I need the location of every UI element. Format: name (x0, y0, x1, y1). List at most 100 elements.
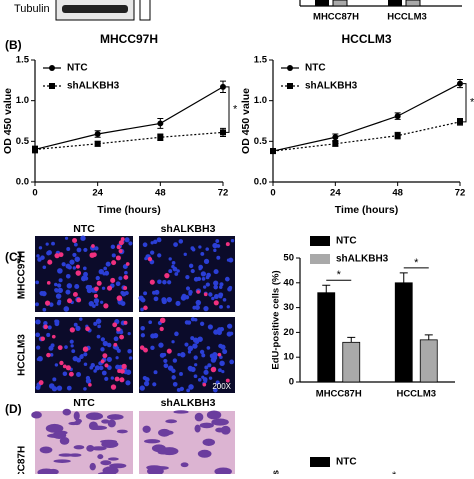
nucleus (35, 302, 39, 307)
nucleus (42, 265, 47, 270)
edu-nucleus (159, 326, 164, 332)
edu-nucleus (217, 352, 222, 357)
nucleus (120, 301, 126, 306)
edu-nucleus (85, 326, 90, 332)
nucleus (187, 350, 192, 354)
error-bar (424, 334, 433, 340)
nucleus (153, 296, 159, 302)
nucleus (52, 377, 57, 382)
nucleus (148, 320, 153, 325)
cell (202, 438, 216, 446)
nucleus (168, 257, 172, 261)
nucleus (188, 263, 194, 269)
cell (107, 457, 119, 461)
legend-swatch (310, 457, 330, 467)
nucleus (80, 235, 86, 241)
edu-nucleus (106, 285, 113, 291)
edu-nucleus (92, 252, 97, 258)
nucleus (102, 340, 108, 347)
edu-nucleus (118, 249, 123, 254)
chart-title: HCCLM3 (342, 32, 392, 46)
nucleus (144, 377, 150, 382)
edu-nucleus (65, 365, 71, 371)
y-tick-label: 0.5 (254, 136, 268, 147)
nucleus (207, 324, 213, 330)
edu-nucleus (88, 383, 92, 387)
point (157, 134, 164, 141)
edu-nucleus (69, 327, 75, 333)
y-tick-label: 1.0 (254, 95, 267, 106)
nucleus (192, 305, 197, 310)
nucleus (51, 386, 58, 392)
edu-nucleus (119, 368, 125, 374)
nucleus (152, 382, 157, 387)
cell (53, 459, 71, 463)
nucleus (185, 275, 190, 280)
nucleus (172, 266, 178, 272)
nucleus (206, 272, 211, 278)
category-label: MHCC87H (313, 12, 359, 23)
nucleus (110, 376, 114, 380)
y-axis-label: OD 450 value (2, 88, 14, 154)
edu-nucleus (125, 262, 130, 266)
cell (101, 440, 119, 449)
category-label: HCCLM3 (387, 12, 427, 23)
cell (142, 425, 151, 433)
edu-nucleus (166, 348, 172, 354)
edu-nucleus (54, 253, 60, 259)
nucleus (69, 339, 74, 344)
nucleus (73, 242, 78, 247)
nucleus (211, 296, 215, 301)
nucleus (35, 280, 40, 285)
nucleus (64, 236, 69, 240)
nucleus (208, 376, 213, 380)
nucleus (176, 269, 180, 273)
nucleus (197, 336, 203, 342)
edu-nucleus (116, 327, 121, 332)
bar-fragment (388, 0, 402, 6)
nucleus (66, 283, 73, 289)
legend-label: NTC (305, 63, 326, 74)
nucleus (215, 380, 220, 385)
y-tick-label: 1.5 (16, 55, 30, 66)
x-axis-label: Time (hours) (335, 204, 398, 216)
nucleus (62, 371, 68, 376)
edu-nucleus (91, 244, 95, 248)
nucleus (194, 304, 200, 311)
legend-swatch (310, 254, 330, 264)
y-tick-label: 0.0 (254, 177, 267, 188)
edu-nucleus (213, 300, 219, 306)
nucleus (143, 291, 148, 296)
cell (90, 446, 107, 451)
bar-fragment (332, 0, 348, 7)
nucleus (184, 320, 190, 325)
y-tick-label: 0 (289, 377, 294, 388)
legend-label: shALKBH3 (67, 81, 120, 92)
nucleus (220, 344, 226, 350)
nucleus (36, 357, 40, 361)
edu-nucleus (43, 324, 48, 329)
nucleus (198, 264, 204, 270)
edu-nucleus (76, 297, 82, 303)
nucleus (98, 268, 104, 275)
edu-nucleus (72, 291, 78, 297)
edu-nucleus (62, 364, 67, 369)
nucleus (171, 375, 176, 380)
edu-nucleus (67, 298, 73, 304)
nucleus (153, 370, 158, 375)
edu-nucleus (58, 252, 64, 258)
nucleus (229, 359, 235, 365)
nucleus (69, 259, 75, 265)
nucleus (172, 358, 178, 363)
nucleus (90, 362, 95, 368)
edu-nucleus (102, 353, 108, 359)
row-label: MHCC87H (17, 446, 28, 474)
y-tick-label: 10 (283, 352, 294, 363)
y-axis-label: ers (271, 470, 282, 474)
edu-nucleus (51, 334, 56, 339)
edu-nucleus (57, 345, 63, 351)
nucleus (195, 299, 202, 306)
nucleus (226, 305, 230, 309)
nucleus (74, 256, 81, 262)
nucleus (188, 292, 193, 296)
